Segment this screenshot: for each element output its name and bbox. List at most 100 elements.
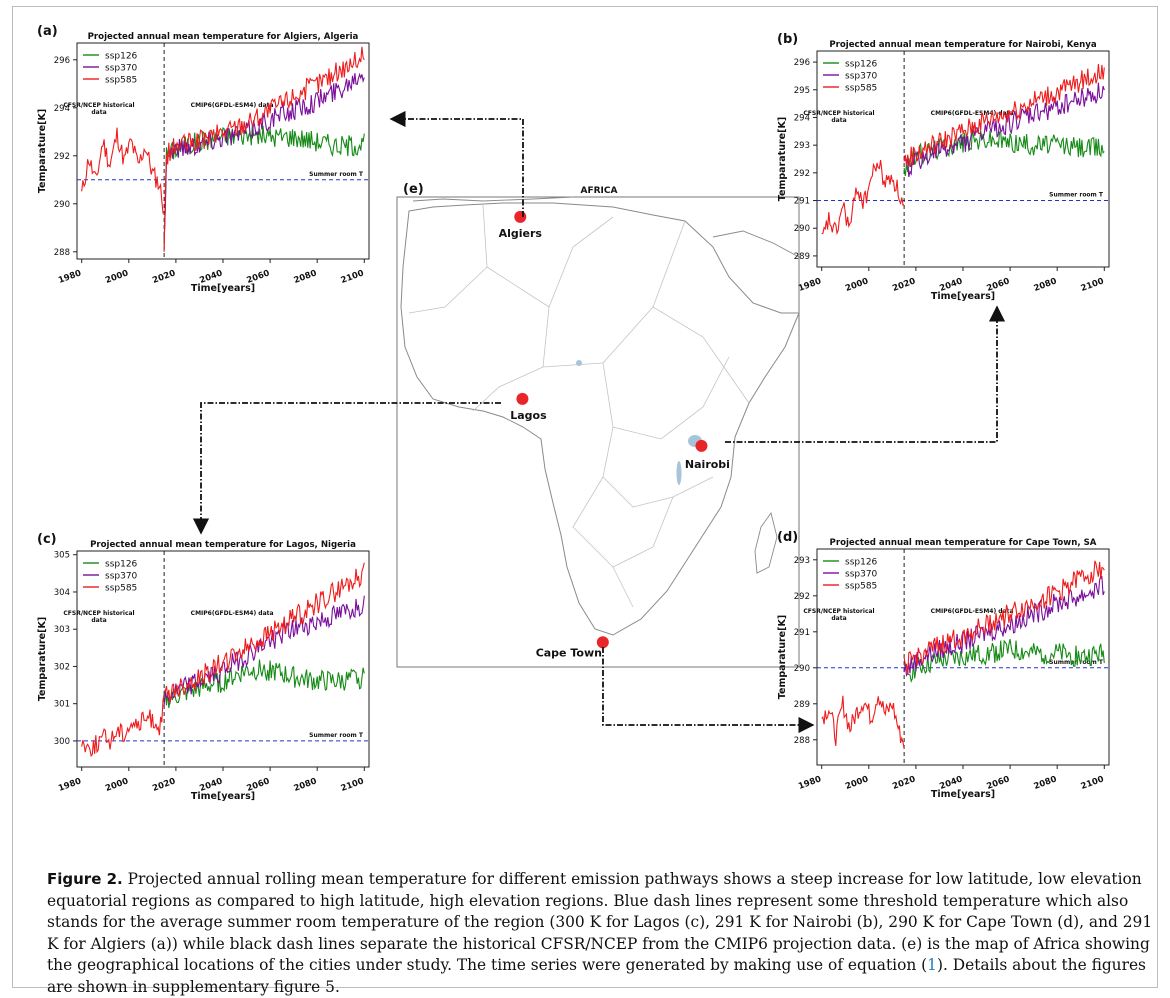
series-line-historical <box>81 127 165 214</box>
y-tick-label: 292 <box>794 169 810 179</box>
series-line-ssp585 <box>903 63 1105 168</box>
legend-label-ssp370: ssp370 <box>105 64 138 74</box>
legend-label-ssp126: ssp126 <box>105 52 138 62</box>
city-marker-lagos <box>516 392 529 405</box>
x-axis-label: Time[years] <box>931 291 995 302</box>
x-tick-label: 2080 <box>1033 774 1059 792</box>
historical-annotation-line2: data <box>831 615 846 622</box>
y-tick-label: 294 <box>54 104 70 114</box>
historical-annotation-line2: data <box>91 109 106 116</box>
legend-label-ssp126: ssp126 <box>845 60 878 70</box>
x-axis-label: Time[years] <box>191 283 255 294</box>
projection-annotation: CMIP6(GFDL-ESM4) data <box>191 102 274 109</box>
chart-title: Projected annual mean temperature for Na… <box>829 40 1097 50</box>
series-line-ssp370 <box>903 82 1105 178</box>
x-tick-label: 2100 <box>340 776 366 794</box>
figure-canvas: (e) AFRICA Algiers Lagos Nairobi Cape Town <box>37 24 1110 802</box>
historical-annotation: CFSR/NCEP historical <box>63 610 134 617</box>
plot-area <box>816 548 1110 766</box>
series-line-ssp126 <box>903 130 1105 176</box>
legend-label-ssp370: ssp370 <box>105 572 138 582</box>
y-tick-label: 288 <box>54 248 70 258</box>
x-tick-label: 2020 <box>891 276 917 294</box>
panel-label: (c) <box>37 532 57 547</box>
caption-text-1: Projected annual rolling mean temperatur… <box>47 870 1153 974</box>
madagascar <box>754 511 778 574</box>
x-tick-label: 1980 <box>57 776 83 794</box>
arrow-capetown <box>602 647 815 734</box>
legend-label-ssp585: ssp585 <box>105 76 137 86</box>
historical-annotation-line2: data <box>91 617 106 624</box>
lake-tanganyika <box>676 461 682 485</box>
legend-label-ssp370: ssp370 <box>845 570 878 580</box>
y-tick-label: 296 <box>794 58 810 68</box>
threshold-label: Summer room T <box>309 732 364 739</box>
x-axis-label: Time[years] <box>931 789 995 800</box>
y-tick-label: 293 <box>794 141 810 151</box>
legend-label-ssp585: ssp585 <box>845 84 877 94</box>
series-line-historical <box>821 160 905 236</box>
x-axis-label: Time[years] <box>191 791 255 802</box>
figure-frame: (e) AFRICA Algiers Lagos Nairobi Cape Town <box>12 6 1158 996</box>
chart-panel-nairobi: (b) Projected annual mean temperature for… <box>777 32 1110 302</box>
city-label-algiers: Algiers <box>499 227 543 240</box>
x-tick-label: 2000 <box>104 268 130 286</box>
x-tick-label: 2000 <box>844 276 870 294</box>
y-tick-label: 305 <box>54 551 70 561</box>
arrow-algiers <box>389 110 524 217</box>
lake-chad <box>576 360 582 366</box>
equation-link[interactable]: 1 <box>927 956 937 974</box>
series-line-ssp585 <box>163 562 365 703</box>
x-tick-label: 1980 <box>57 268 83 286</box>
y-tick-label: 290 <box>54 200 70 210</box>
city-label-nairobi: Nairobi <box>685 458 730 471</box>
historical-annotation: CFSR/NCEP historical <box>803 608 874 615</box>
arabia-fragment <box>712 230 800 258</box>
x-tick-label: 2080 <box>1033 276 1059 294</box>
x-tick-label: 2080 <box>293 268 319 286</box>
legend-label-ssp126: ssp126 <box>845 558 878 568</box>
europe-fragment <box>412 196 574 202</box>
chart-title: Projected annual mean temperature for Ca… <box>830 538 1097 548</box>
x-tick-label: 2100 <box>340 268 366 286</box>
caption-label: Figure 2. <box>47 870 123 888</box>
city-layer: Algiers Lagos Nairobi Cape Town <box>499 210 730 659</box>
caption-text-2: ). Details about the figures are shown i… <box>47 956 1146 996</box>
historical-annotation: CFSR/NCEP historical <box>803 110 874 117</box>
x-tick-label: 1980 <box>797 276 823 294</box>
panel-label: (d) <box>777 530 798 545</box>
legend-label-ssp585: ssp585 <box>105 584 137 594</box>
series-line-historical <box>81 694 165 758</box>
panel-label: (a) <box>37 24 58 39</box>
figure-caption: Figure 2. Projected annual rolling mean … <box>47 869 1155 998</box>
connector-arrows <box>192 110 1006 734</box>
map-panel-label: (e) <box>403 182 424 197</box>
x-tick-label: 2100 <box>1080 774 1106 792</box>
threshold-label: Summer room T <box>1049 192 1104 199</box>
y-tick-label: 291 <box>794 628 810 638</box>
series-line-historical <box>821 695 905 749</box>
historical-annotation: CFSR/NCEP historical <box>63 102 134 109</box>
y-tick-label: 300 <box>54 737 70 747</box>
y-tick-label: 289 <box>794 700 810 710</box>
y-tick-label: 290 <box>794 224 810 234</box>
y-tick-label: 288 <box>794 736 810 746</box>
panel-label: (b) <box>777 32 798 47</box>
legend-label-ssp126: ssp126 <box>105 560 138 570</box>
y-axis-label: Temparature[K] <box>37 617 48 701</box>
plot-area <box>76 550 370 768</box>
arrow-lagos <box>192 402 501 535</box>
series-line-ssp585 <box>903 560 1105 675</box>
y-tick-label: 291 <box>794 197 810 207</box>
historical-annotation-line2: data <box>831 117 846 124</box>
series-line-ssp585 <box>163 46 365 252</box>
y-tick-label: 302 <box>54 662 70 672</box>
city-marker-nairobi <box>695 439 708 452</box>
city-marker-algiers <box>514 210 527 223</box>
x-tick-label: 2100 <box>1080 276 1106 294</box>
y-tick-label: 292 <box>794 592 810 602</box>
city-marker-cape-town <box>596 636 609 649</box>
arrow-nairobi <box>725 305 1006 443</box>
x-tick-label: 2080 <box>293 776 319 794</box>
x-tick-label: 2020 <box>891 774 917 792</box>
